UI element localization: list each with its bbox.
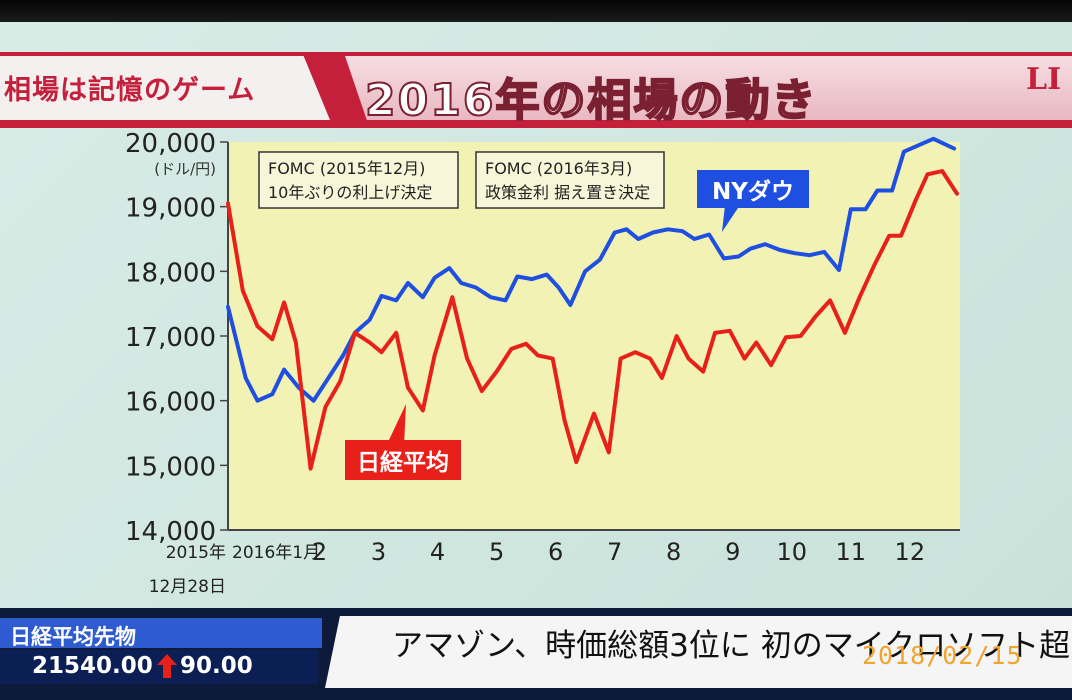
page-title: 2016年の相場の動き bbox=[364, 74, 818, 127]
annotation-line1: FOMC (2015年12月) bbox=[268, 159, 425, 178]
x-tick-label: 8 bbox=[666, 538, 681, 566]
news-headline: アマゾン、時価総額3位に 初のマイクロソフト超え bbox=[392, 628, 1072, 664]
annotation-fomc-2016: FOMC (2016年3月) 政策金利 据え置き決定 bbox=[475, 151, 665, 209]
y-tick-label: 14,000 bbox=[125, 517, 216, 547]
x-tick-label: 10 bbox=[776, 538, 807, 566]
ticker-label: 日経平均先物 bbox=[10, 625, 136, 649]
ticker-value-box bbox=[0, 650, 318, 684]
title-box bbox=[345, 56, 1072, 120]
y-tick-label: 16,000 bbox=[125, 388, 216, 418]
x-tick-label: 2 bbox=[312, 538, 327, 566]
news-box bbox=[325, 616, 1072, 688]
photo-timestamp: 2018/02/15 bbox=[862, 641, 1023, 670]
x-tick-label: 9 bbox=[725, 538, 740, 566]
legend-label-nydow: NYダウ bbox=[697, 170, 809, 232]
x-tick-label: 5 bbox=[489, 538, 504, 566]
y-tick-label: 17,000 bbox=[125, 323, 216, 353]
series-line-nikkei bbox=[226, 169, 959, 471]
x-tick-label: 4 bbox=[430, 538, 445, 566]
annotation-line1: FOMC (2016年3月) bbox=[485, 159, 632, 178]
y-tick-label: 19,000 bbox=[125, 194, 216, 224]
segment-label: 相場は記憶のゲーム bbox=[4, 75, 256, 106]
top-bezel bbox=[0, 0, 1072, 22]
x-tick-label: 2016年1月 bbox=[232, 543, 320, 563]
series-label-nikkei: 日経平均 bbox=[357, 449, 449, 476]
x-tick-label: 3 bbox=[371, 538, 386, 566]
y-tick-label: 15,000 bbox=[125, 452, 216, 482]
x-tick-label: 2015年 bbox=[166, 543, 226, 563]
channel-logo: LI bbox=[1026, 62, 1062, 97]
line-chart: 14,000 15,000 16,000 17,000 18,000 19,000 20,0… bbox=[125, 129, 960, 597]
y-axis-ticks: 14,000 15,000 16,000 17,000 18,000 19,000 20,0… bbox=[125, 129, 228, 547]
x-tick-label-secondary: 12月28日 bbox=[149, 577, 226, 597]
x-tick-label: 11 bbox=[836, 538, 867, 566]
annotation-line2: 10年ぶりの利上げ決定 bbox=[268, 183, 432, 202]
up-arrow-icon bbox=[157, 654, 177, 678]
series-label-nydow: NYダウ bbox=[712, 178, 794, 205]
annotation-fomc-2015: FOMC (2015年12月) 10年ぶりの利上げ決定 bbox=[258, 151, 459, 209]
y-tick-label: 20,000 bbox=[125, 129, 216, 159]
y-tick-label: 18,000 bbox=[125, 258, 216, 288]
ticker-change: 90.00 bbox=[180, 653, 253, 679]
x-tick-label: 6 bbox=[548, 538, 563, 566]
x-tick-label: 7 bbox=[607, 538, 622, 566]
x-tick-label: 12 bbox=[895, 538, 926, 566]
annotation-line2: 政策金利 据え置き決定 bbox=[485, 183, 650, 202]
series-lines bbox=[226, 136, 959, 471]
ticker-label-box bbox=[0, 618, 322, 648]
corner-label-box bbox=[0, 56, 330, 120]
legend-label-nikkei: 日経平均 bbox=[345, 404, 461, 480]
ticker-price: 21540.00 bbox=[32, 653, 153, 679]
y-axis-unit: (ドル/円) bbox=[154, 160, 216, 178]
